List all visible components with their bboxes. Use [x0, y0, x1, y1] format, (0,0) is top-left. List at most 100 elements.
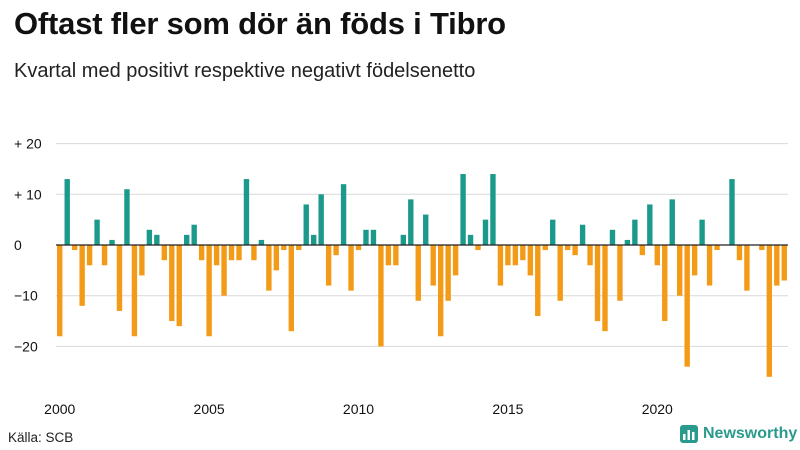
bar — [131, 245, 138, 337]
bar — [236, 245, 242, 261]
bar — [647, 204, 653, 245]
bar — [94, 219, 100, 245]
bar — [505, 245, 511, 266]
bar — [527, 245, 533, 276]
bar — [363, 229, 369, 245]
bar — [64, 179, 70, 245]
bar — [759, 245, 765, 251]
bar — [318, 194, 324, 245]
bar — [198, 245, 205, 261]
bar — [258, 239, 265, 245]
bar — [408, 199, 414, 245]
bar — [729, 179, 735, 245]
bar-chart-icon — [680, 425, 698, 443]
x-tick-label: 2020 — [642, 401, 673, 417]
bar — [684, 245, 690, 367]
bar — [587, 245, 593, 266]
bar — [535, 245, 541, 316]
bar — [706, 245, 713, 286]
bar — [624, 239, 631, 245]
bar — [691, 245, 698, 276]
bar — [699, 219, 705, 245]
bar — [550, 219, 556, 245]
bar — [86, 245, 93, 266]
bar — [632, 219, 638, 245]
bar — [415, 245, 421, 301]
bar — [101, 245, 108, 266]
bar — [109, 239, 115, 245]
bar — [340, 184, 347, 245]
y-tick-label: 0 — [14, 237, 22, 253]
bar — [602, 245, 608, 332]
bar — [228, 245, 235, 261]
bar — [557, 245, 563, 301]
bar — [662, 245, 668, 322]
bar — [482, 219, 489, 245]
bar — [564, 245, 571, 251]
bar — [520, 245, 526, 261]
bar — [766, 245, 773, 377]
bar — [288, 245, 294, 332]
bar — [781, 245, 787, 281]
y-tick-label: −10 — [14, 288, 38, 304]
bar — [617, 245, 623, 301]
bar — [736, 245, 743, 261]
bar — [273, 245, 280, 271]
bar — [437, 245, 444, 337]
bar — [744, 245, 750, 291]
bar — [355, 245, 362, 251]
bar — [609, 229, 616, 245]
y-tick-label: + 20 — [14, 136, 42, 152]
x-tick-label: 2005 — [194, 401, 225, 417]
bar — [296, 245, 302, 251]
brand-logo: Newsworthy — [680, 425, 797, 443]
bar — [325, 245, 332, 286]
bar — [311, 234, 317, 245]
source-note: Källa: SCB — [8, 430, 74, 445]
bar — [572, 245, 578, 256]
bar — [467, 234, 474, 245]
axes: + 20 + 10 0 −10 −20 2000 2005 2010 2015 2020 — [14, 136, 788, 417]
bar — [266, 245, 272, 291]
bar — [423, 214, 429, 245]
x-tick-label: 2000 — [44, 401, 75, 417]
bar — [370, 229, 377, 245]
bar — [154, 234, 160, 245]
bar — [393, 245, 399, 266]
bar — [594, 245, 601, 322]
bar — [490, 174, 496, 245]
bar — [714, 245, 720, 251]
bar — [497, 245, 504, 286]
bar — [579, 224, 586, 245]
y-tick-label: −20 — [14, 338, 38, 354]
bar — [669, 199, 675, 245]
bar — [57, 245, 63, 337]
bar — [654, 245, 660, 266]
bar — [400, 234, 407, 245]
x-tick-label: 2010 — [343, 401, 374, 417]
bar — [542, 245, 548, 251]
bars — [57, 174, 787, 377]
chart-title: Oftast fler som dör än föds i Tibro — [14, 6, 506, 41]
bar — [303, 204, 309, 245]
bar — [475, 245, 481, 251]
bar — [774, 245, 780, 286]
bar — [221, 245, 227, 296]
bar — [161, 245, 167, 261]
bar — [281, 245, 287, 251]
chart-subtitle: Kvartal med positivt respektive negativt… — [14, 60, 476, 82]
bar — [191, 224, 197, 245]
bar — [445, 245, 451, 301]
bar — [251, 245, 257, 261]
bar — [378, 245, 384, 347]
bar — [385, 245, 392, 266]
bar — [213, 245, 220, 266]
bar — [206, 245, 212, 337]
bar — [184, 234, 190, 245]
bar — [71, 245, 78, 251]
bar — [243, 179, 250, 245]
bar — [139, 245, 145, 276]
bar — [452, 245, 459, 276]
bar — [146, 229, 153, 245]
